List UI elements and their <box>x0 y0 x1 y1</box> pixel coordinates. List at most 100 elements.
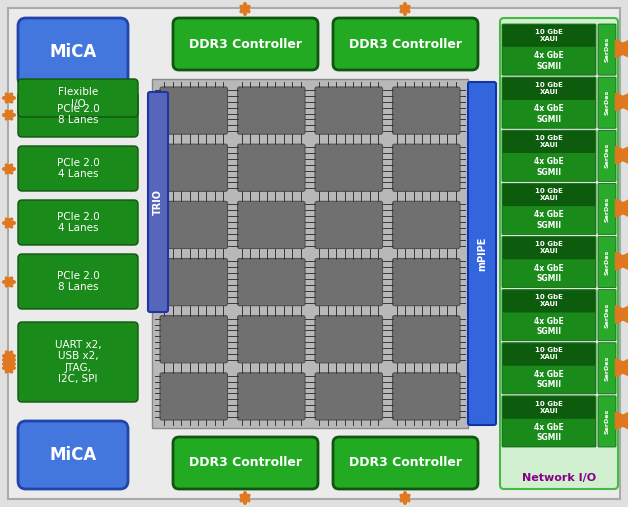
Text: 10 GbE
XAUI: 10 GbE XAUI <box>535 401 563 414</box>
Text: SerDes: SerDes <box>605 356 610 381</box>
Text: 4x GbE
SGMII: 4x GbE SGMII <box>534 370 564 389</box>
Text: 4x GbE
SGMII: 4x GbE SGMII <box>534 210 564 230</box>
Text: Network I/O: Network I/O <box>522 473 596 483</box>
FancyBboxPatch shape <box>173 18 318 70</box>
FancyBboxPatch shape <box>18 18 128 86</box>
Text: mPIPE: mPIPE <box>477 236 487 271</box>
Text: UART x2,
USB x2,
JTAG,
I2C, SPI: UART x2, USB x2, JTAG, I2C, SPI <box>55 340 101 384</box>
FancyBboxPatch shape <box>160 259 227 306</box>
FancyBboxPatch shape <box>503 344 595 365</box>
Text: TRIO: TRIO <box>153 189 163 215</box>
FancyBboxPatch shape <box>502 77 596 128</box>
FancyBboxPatch shape <box>503 291 595 312</box>
Text: 10 GbE
XAUI: 10 GbE XAUI <box>535 347 563 360</box>
Text: PCIe 2.0
4 Lanes: PCIe 2.0 4 Lanes <box>57 158 99 179</box>
FancyBboxPatch shape <box>237 87 305 134</box>
FancyBboxPatch shape <box>160 373 227 420</box>
FancyBboxPatch shape <box>503 25 595 47</box>
Text: PCIe 2.0
8 Lanes: PCIe 2.0 8 Lanes <box>57 271 99 293</box>
FancyBboxPatch shape <box>315 316 382 363</box>
FancyBboxPatch shape <box>315 259 382 306</box>
FancyBboxPatch shape <box>598 24 616 75</box>
FancyBboxPatch shape <box>237 201 305 248</box>
FancyBboxPatch shape <box>18 254 138 309</box>
FancyBboxPatch shape <box>503 185 595 206</box>
FancyBboxPatch shape <box>503 397 595 418</box>
Text: SerDes: SerDes <box>605 196 610 222</box>
FancyBboxPatch shape <box>237 259 305 306</box>
FancyBboxPatch shape <box>502 236 596 287</box>
Text: 4x GbE
SGMII: 4x GbE SGMII <box>534 264 564 283</box>
Text: 10 GbE
XAUI: 10 GbE XAUI <box>535 188 563 201</box>
FancyBboxPatch shape <box>502 289 596 341</box>
FancyBboxPatch shape <box>598 289 616 341</box>
FancyBboxPatch shape <box>502 184 596 235</box>
FancyBboxPatch shape <box>503 237 595 259</box>
Bar <box>152 79 468 428</box>
FancyBboxPatch shape <box>160 316 227 363</box>
FancyBboxPatch shape <box>18 79 138 117</box>
FancyBboxPatch shape <box>333 437 478 489</box>
Text: Flexible
I/O: Flexible I/O <box>58 87 98 109</box>
FancyBboxPatch shape <box>315 144 382 191</box>
FancyBboxPatch shape <box>503 131 595 153</box>
Text: PCIe 2.0
4 Lanes: PCIe 2.0 4 Lanes <box>57 212 99 233</box>
FancyBboxPatch shape <box>173 437 318 489</box>
FancyBboxPatch shape <box>392 316 460 363</box>
FancyBboxPatch shape <box>333 18 478 70</box>
FancyBboxPatch shape <box>237 316 305 363</box>
FancyBboxPatch shape <box>598 184 616 235</box>
FancyBboxPatch shape <box>392 144 460 191</box>
Text: MiCA: MiCA <box>50 446 97 464</box>
FancyBboxPatch shape <box>392 201 460 248</box>
FancyBboxPatch shape <box>598 343 616 394</box>
Text: DDR3 Controller: DDR3 Controller <box>349 38 462 51</box>
FancyBboxPatch shape <box>502 24 596 75</box>
Text: 4x GbE
SGMII: 4x GbE SGMII <box>534 423 564 443</box>
Text: 4x GbE
SGMII: 4x GbE SGMII <box>534 317 564 336</box>
FancyBboxPatch shape <box>18 200 138 245</box>
FancyBboxPatch shape <box>598 236 616 287</box>
Text: 10 GbE
XAUI: 10 GbE XAUI <box>535 29 563 42</box>
Text: DDR3 Controller: DDR3 Controller <box>189 456 302 469</box>
Text: SerDes: SerDes <box>605 303 610 328</box>
FancyBboxPatch shape <box>18 92 138 137</box>
Text: 10 GbE
XAUI: 10 GbE XAUI <box>535 295 563 307</box>
FancyBboxPatch shape <box>500 18 618 489</box>
Text: SerDes: SerDes <box>605 143 610 168</box>
FancyBboxPatch shape <box>237 373 305 420</box>
FancyBboxPatch shape <box>315 87 382 134</box>
FancyBboxPatch shape <box>598 77 616 128</box>
FancyBboxPatch shape <box>598 396 616 447</box>
FancyBboxPatch shape <box>148 92 168 312</box>
FancyBboxPatch shape <box>237 144 305 191</box>
Text: DDR3 Controller: DDR3 Controller <box>189 38 302 51</box>
Text: 4x GbE
SGMII: 4x GbE SGMII <box>534 51 564 70</box>
FancyBboxPatch shape <box>160 87 227 134</box>
Text: PCIe 2.0
8 Lanes: PCIe 2.0 8 Lanes <box>57 104 99 125</box>
FancyBboxPatch shape <box>18 322 138 402</box>
Text: 10 GbE
XAUI: 10 GbE XAUI <box>535 135 563 148</box>
FancyBboxPatch shape <box>392 373 460 420</box>
Text: 10 GbE
XAUI: 10 GbE XAUI <box>535 82 563 95</box>
Text: SerDes: SerDes <box>605 409 610 434</box>
Text: DDR3 Controller: DDR3 Controller <box>349 456 462 469</box>
FancyBboxPatch shape <box>502 343 596 394</box>
Text: SerDes: SerDes <box>605 249 610 275</box>
FancyBboxPatch shape <box>392 87 460 134</box>
Text: 10 GbE
XAUI: 10 GbE XAUI <box>535 241 563 254</box>
FancyBboxPatch shape <box>392 259 460 306</box>
FancyBboxPatch shape <box>502 396 596 447</box>
FancyBboxPatch shape <box>18 146 138 191</box>
FancyBboxPatch shape <box>315 373 382 420</box>
Text: MiCA: MiCA <box>50 43 97 61</box>
Text: SerDes: SerDes <box>605 90 610 115</box>
FancyBboxPatch shape <box>18 421 128 489</box>
FancyBboxPatch shape <box>160 201 227 248</box>
FancyBboxPatch shape <box>468 82 496 425</box>
FancyBboxPatch shape <box>502 130 596 182</box>
FancyBboxPatch shape <box>160 144 227 191</box>
FancyBboxPatch shape <box>315 201 382 248</box>
FancyBboxPatch shape <box>598 130 616 182</box>
Text: SerDes: SerDes <box>605 37 610 62</box>
